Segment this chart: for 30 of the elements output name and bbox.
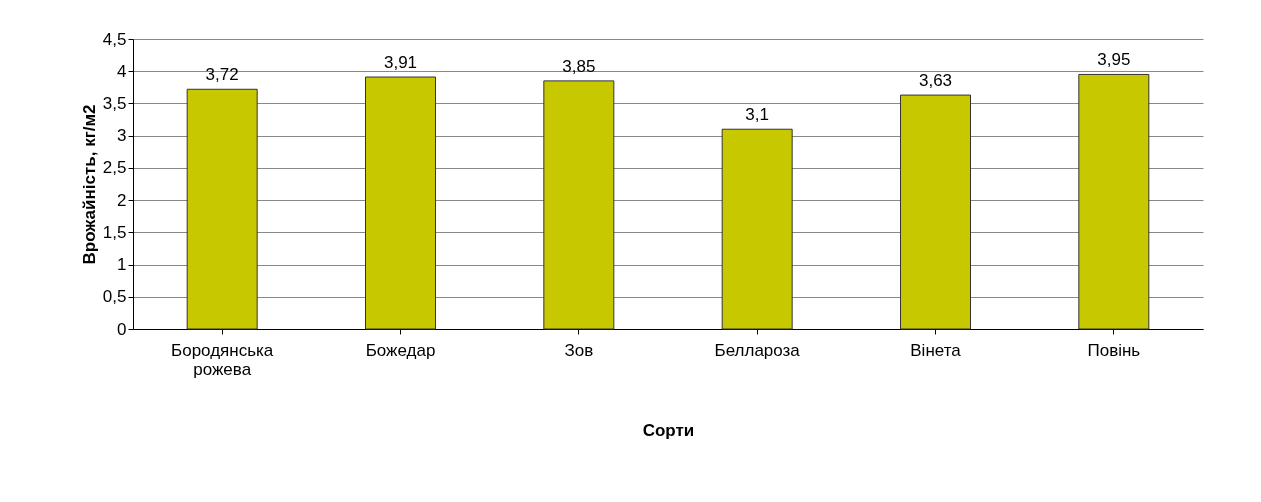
y-tick-label: 2 [117, 190, 127, 210]
y-tick-label: 0,5 [102, 287, 127, 307]
y-tick-label: 1,5 [102, 222, 127, 242]
x-tick-label: Повінь [1087, 340, 1141, 360]
y-tick-label: 0 [117, 319, 127, 339]
data-label: 3,91 [383, 53, 418, 73]
x-tick-label: Бородянська рожева [171, 340, 274, 379]
bar [1078, 73, 1150, 330]
bar [721, 128, 793, 330]
x-tick-label: Божедар [365, 340, 436, 360]
x-axis-title: Сорти [642, 420, 695, 440]
y-tick-label: 2,5 [102, 158, 127, 178]
bar [186, 88, 258, 330]
y-tick-label: 4 [117, 61, 127, 81]
data-label: 3,95 [1097, 50, 1131, 70]
y-tick-label: 4,5 [102, 29, 127, 49]
data-label: 3,63 [918, 71, 953, 91]
bar [365, 76, 436, 330]
data-label: 3,1 [745, 105, 769, 125]
x-tick-label: Зов [564, 340, 594, 360]
data-label: 3,72 [205, 65, 239, 85]
y-tick-label: 3,5 [102, 93, 127, 113]
x-tick-label: Вінета [910, 340, 962, 360]
y-tick-label: 3 [117, 126, 127, 146]
data-label: 3,85 [562, 56, 596, 76]
bar [900, 94, 971, 330]
x-tick-label: Беллароза [714, 340, 801, 360]
y-tick-label: 1 [117, 255, 127, 275]
y-axis-title: Врожайність, кг/м2 [79, 104, 99, 265]
bar [543, 80, 615, 330]
